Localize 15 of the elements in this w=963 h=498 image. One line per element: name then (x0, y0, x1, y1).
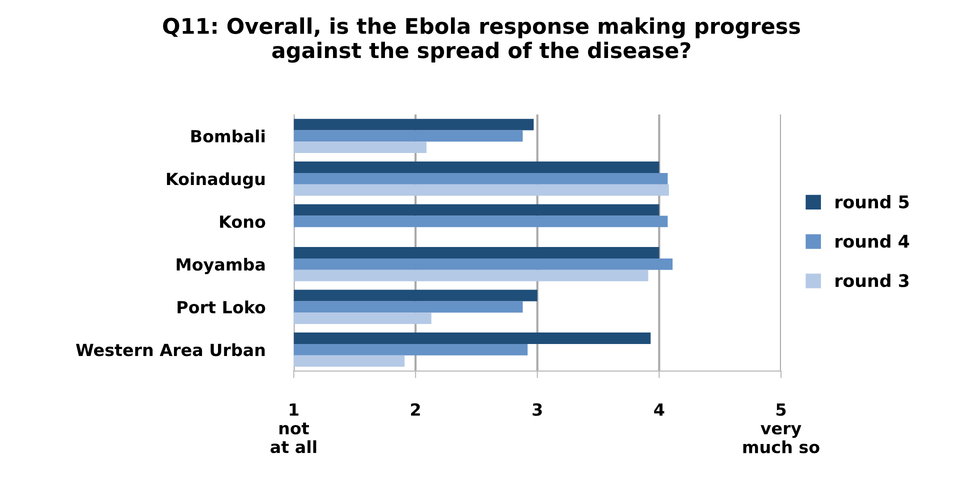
y-tick-label: Moyamba (176, 258, 265, 274)
y-tick-label: Koinadugu (166, 172, 265, 189)
x-tick-label: 3 (532, 403, 542, 416)
chart-title: Q11: Overall, is the Ebola response making progress against the spread of the disease? (163, 17, 800, 63)
y-tick-label: Western Area Urban (76, 343, 265, 356)
y-tick-label: Kono (220, 216, 266, 228)
y-tick-label: Port Loko (178, 300, 266, 314)
y-tick-label: Bombali (191, 130, 265, 142)
legend-label: round 5 (836, 195, 909, 208)
x-tick-label: 2 (411, 403, 420, 416)
legend-label: round 3 (836, 274, 909, 288)
x-tick-label: 4 (654, 403, 664, 416)
legend-label: round 4 (836, 234, 910, 248)
x-tick-label: 1 not at all (270, 403, 316, 454)
x-tick-label: 5 very much so (743, 403, 820, 454)
